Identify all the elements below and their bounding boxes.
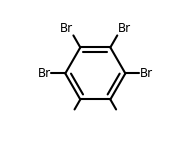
Text: Br: Br — [140, 67, 153, 80]
Text: Br: Br — [37, 67, 51, 80]
Text: Br: Br — [60, 22, 73, 35]
Text: Br: Br — [118, 22, 131, 35]
